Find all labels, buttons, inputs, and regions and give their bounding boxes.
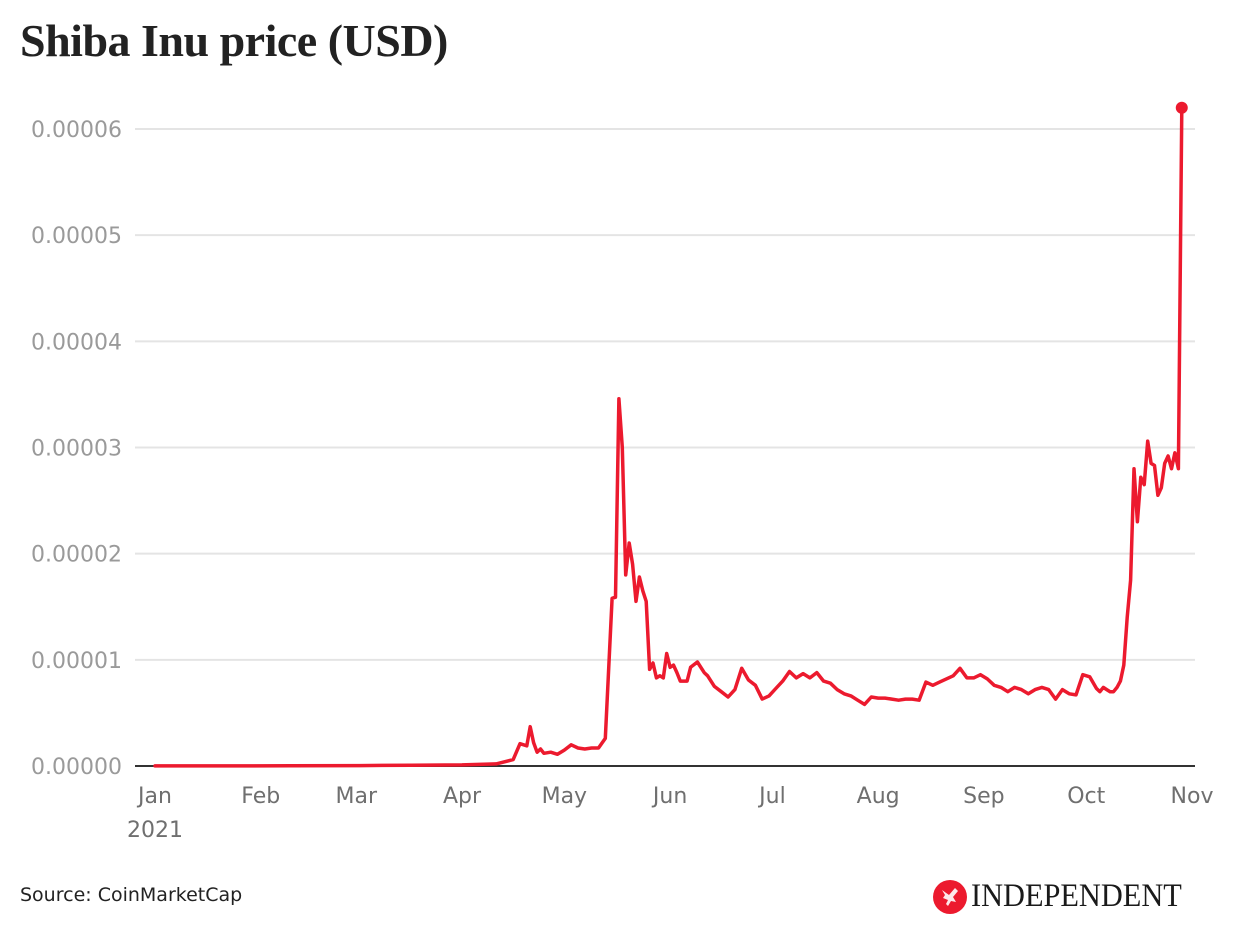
x-tick-label: Mar [336, 784, 378, 809]
eagle-icon [933, 879, 967, 914]
x-tick-label: Jun [651, 784, 687, 809]
y-axis-ticks: 0.00000 0.00001 0.00002 0.00003 0.00004 0.000… [31, 118, 122, 780]
y-tick-label: 0.00001 [31, 649, 122, 674]
x-tick-label: Nov [1171, 784, 1214, 809]
y-tick-label: 0.00000 [31, 755, 122, 780]
x-tick-label: May [542, 784, 587, 809]
x-tick-label: Aug [857, 784, 900, 809]
y-tick-label: 0.00004 [31, 330, 122, 355]
y-tick-label: 0.00005 [31, 224, 122, 249]
y-tick-label: 0.00003 [31, 437, 122, 462]
gridlines [135, 128, 1195, 661]
latest-price-marker [1175, 101, 1188, 114]
x-tick-label: Jan [136, 784, 172, 809]
price-line [153, 106, 1184, 768]
x-tick-label: Jul [757, 784, 786, 809]
y-tick-label: 0.00006 [31, 118, 122, 143]
x-tick-label: Sep [963, 784, 1004, 809]
y-tick-label: 0.00002 [31, 543, 122, 568]
x-tick-label: Oct [1067, 784, 1105, 809]
chart-title: Shiba Inu price (USD) [20, 15, 448, 66]
brand-name: INDEPENDENT [971, 878, 1182, 914]
independent-logo: INDEPENDENT [933, 878, 1200, 915]
source-note: Source: CoinMarketCap [20, 884, 243, 906]
x-tick-year-label: 2021 [127, 818, 183, 843]
x-tick-label: Feb [241, 784, 280, 809]
x-axis-ticks: Jan 2021 Feb Mar Apr May Jun Jul Aug Sep Oct Nov [127, 784, 1213, 843]
x-tick-label: Apr [443, 784, 482, 809]
